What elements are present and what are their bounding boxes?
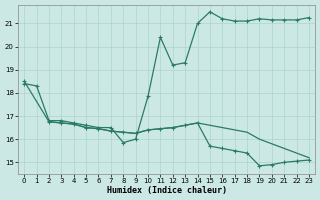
X-axis label: Humidex (Indice chaleur): Humidex (Indice chaleur)	[107, 186, 227, 195]
